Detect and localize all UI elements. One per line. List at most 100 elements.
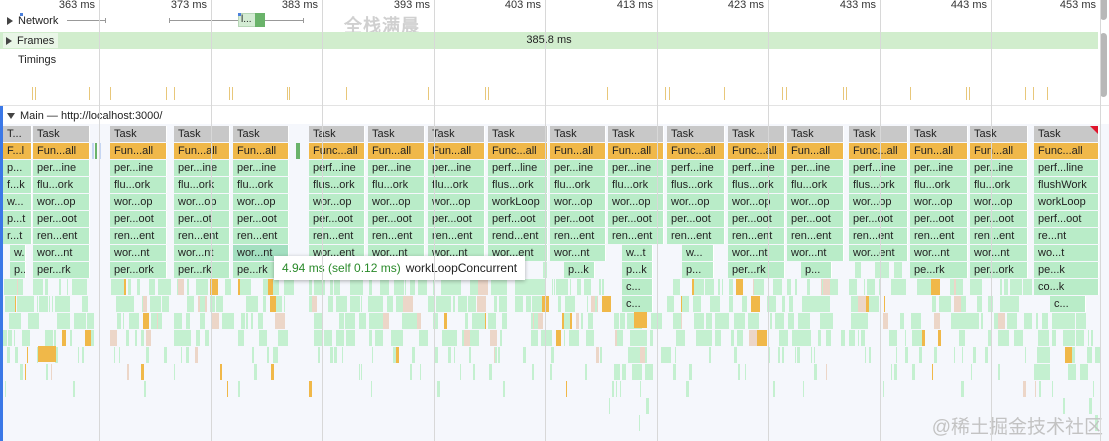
call-sliver[interactable] [646, 398, 649, 414]
call-frame[interactable]: perf...ine [849, 160, 908, 176]
call-frame[interactable]: perf...oot [1034, 211, 1099, 227]
call-sliver[interactable] [956, 313, 965, 329]
call-sliver[interactable] [381, 296, 383, 312]
call-sliver[interactable] [706, 313, 712, 329]
call-sliver[interactable] [920, 279, 921, 295]
call-frame[interactable]: ren...ent [728, 228, 785, 244]
function-call-block[interactable] [38, 346, 56, 362]
task-block[interactable]: Task [174, 126, 230, 142]
call-sliver[interactable] [23, 296, 27, 312]
call-sliver[interactable] [144, 381, 146, 397]
call-sliver[interactable] [146, 330, 151, 346]
call-frame[interactable]: ren...ent [174, 228, 230, 244]
call-sliver[interactable] [420, 364, 421, 380]
call-sliver[interactable] [883, 313, 888, 329]
call-sliver[interactable] [865, 296, 875, 312]
call-sliver[interactable] [174, 364, 175, 380]
call-sliver[interactable] [938, 330, 941, 346]
call-sliver[interactable] [1063, 398, 1065, 414]
call-sliver[interactable] [285, 279, 294, 295]
call-frame[interactable]: flus...ork [309, 177, 365, 193]
function-call-block[interactable]: Fun...all [233, 143, 289, 159]
call-sliver[interactable] [1035, 381, 1036, 397]
call-sliver[interactable] [118, 296, 128, 312]
call-sliver[interactable] [259, 330, 260, 346]
call-sliver[interactable] [826, 364, 827, 380]
call-sliver[interactable] [334, 279, 340, 295]
call-frame[interactable]: per...oot [110, 211, 167, 227]
call-sliver[interactable] [29, 313, 39, 329]
call-sliver[interactable] [180, 279, 184, 295]
call-sliver[interactable] [196, 330, 200, 346]
call-sliver[interactable] [345, 313, 355, 329]
call-sliver[interactable] [275, 347, 278, 363]
call-sliver[interactable] [1068, 313, 1075, 329]
call-sliver[interactable] [220, 364, 222, 380]
call-sliver[interactable] [436, 296, 442, 312]
call-sliver[interactable] [394, 279, 402, 295]
call-sliver[interactable] [359, 313, 366, 329]
call-sliver[interactable] [532, 296, 542, 312]
call-sliver[interactable] [183, 330, 191, 346]
call-frame[interactable]: per...ork [110, 262, 167, 278]
call-sliver[interactable] [78, 279, 87, 295]
call-sliver[interactable] [435, 313, 438, 329]
call-frame[interactable]: per...ine [368, 160, 425, 176]
call-sliver[interactable] [396, 296, 406, 312]
call-sliver[interactable] [695, 313, 704, 329]
call-sliver[interactable] [263, 296, 266, 312]
call-frame[interactable]: wor...op [368, 194, 425, 210]
call-sliver[interactable] [114, 279, 117, 295]
call-sliver[interactable] [15, 347, 16, 363]
call-frame[interactable]: f...k [3, 177, 32, 193]
call-sliver[interactable] [919, 330, 925, 346]
call-sliver[interactable] [346, 330, 348, 346]
call-sliver[interactable] [1023, 381, 1026, 397]
call-sliver[interactable] [814, 364, 817, 380]
call-sliver[interactable] [837, 279, 838, 295]
call-sliver[interactable] [357, 279, 363, 295]
call-frame[interactable]: per...ot [174, 211, 230, 227]
call-sliver[interactable] [5, 381, 6, 397]
call-sliver[interactable] [27, 347, 28, 363]
call-sliver[interactable] [551, 347, 554, 363]
call-sliver[interactable] [818, 330, 821, 346]
call-frame[interactable]: per...ine [787, 160, 844, 176]
call-frame[interactable]: ren...ent [970, 228, 1028, 244]
call-frame[interactable]: w... [10, 245, 26, 261]
call-sliver[interactable] [60, 279, 61, 295]
call-sliver[interactable] [550, 364, 552, 380]
call-frame[interactable]: wor...nt [787, 245, 844, 261]
call-sliver[interactable] [600, 347, 602, 363]
call-sliver[interactable] [361, 364, 362, 380]
call-sliver[interactable] [536, 279, 546, 295]
call-frame[interactable]: wo...t [1034, 245, 1099, 261]
call-sliver[interactable] [650, 330, 653, 346]
call-sliver[interactable] [316, 279, 325, 295]
call-sliver[interactable] [428, 296, 434, 312]
call-sliver[interactable] [566, 381, 567, 397]
call-frame[interactable]: per...oot [428, 211, 485, 227]
call-sliver[interactable] [242, 279, 249, 295]
call-sliver[interactable] [560, 296, 561, 312]
call-sliver[interactable] [616, 330, 623, 346]
call-sliver[interactable] [162, 296, 169, 312]
call-sliver[interactable] [738, 364, 740, 380]
call-frame[interactable]: perf...ine [667, 160, 725, 176]
call-frame[interactable]: wor...op [309, 194, 365, 210]
call-sliver[interactable] [884, 296, 885, 312]
call-sliver[interactable] [795, 347, 796, 363]
call-sliver[interactable] [1042, 313, 1048, 329]
call-sliver[interactable] [369, 313, 376, 329]
call-sliver[interactable] [494, 347, 497, 363]
call-frame[interactable]: per...ine [608, 160, 664, 176]
call-sliver[interactable] [515, 279, 525, 295]
task-block[interactable]: Task [910, 126, 968, 142]
call-sliver[interactable] [15, 347, 18, 363]
call-sliver[interactable] [709, 347, 711, 363]
call-frame[interactable]: wor...op [550, 194, 606, 210]
call-sliver[interactable] [748, 313, 756, 329]
call-sliver[interactable] [242, 313, 245, 329]
call-sliver[interactable] [622, 364, 626, 380]
call-sliver[interactable] [951, 313, 958, 329]
